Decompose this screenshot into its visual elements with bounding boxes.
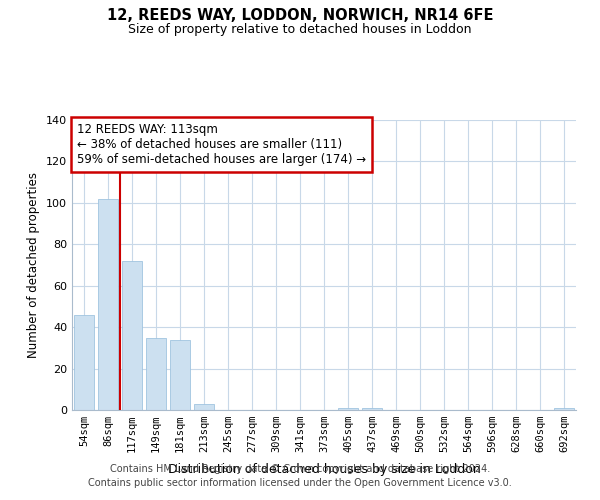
Text: Size of property relative to detached houses in Loddon: Size of property relative to detached ho… [128, 22, 472, 36]
Bar [170, 340, 190, 410]
Bar [554, 408, 574, 410]
Y-axis label: Number of detached properties: Number of detached properties [28, 172, 40, 358]
Bar [146, 338, 166, 410]
Text: 12 REEDS WAY: 113sqm
← 38% of detached houses are smaller (111)
59% of semi-deta: 12 REEDS WAY: 113sqm ← 38% of detached h… [77, 123, 366, 166]
Text: 12, REEDS WAY, LODDON, NORWICH, NR14 6FE: 12, REEDS WAY, LODDON, NORWICH, NR14 6FE [107, 8, 493, 22]
Bar [362, 408, 382, 410]
Bar [98, 198, 118, 410]
Bar [122, 261, 142, 410]
Bar [74, 314, 94, 410]
Text: Contains HM Land Registry data © Crown copyright and database right 2024.
Contai: Contains HM Land Registry data © Crown c… [88, 464, 512, 487]
X-axis label: Distribution of detached houses by size in Loddon: Distribution of detached houses by size … [167, 464, 481, 476]
Bar [338, 408, 358, 410]
Bar [194, 404, 214, 410]
